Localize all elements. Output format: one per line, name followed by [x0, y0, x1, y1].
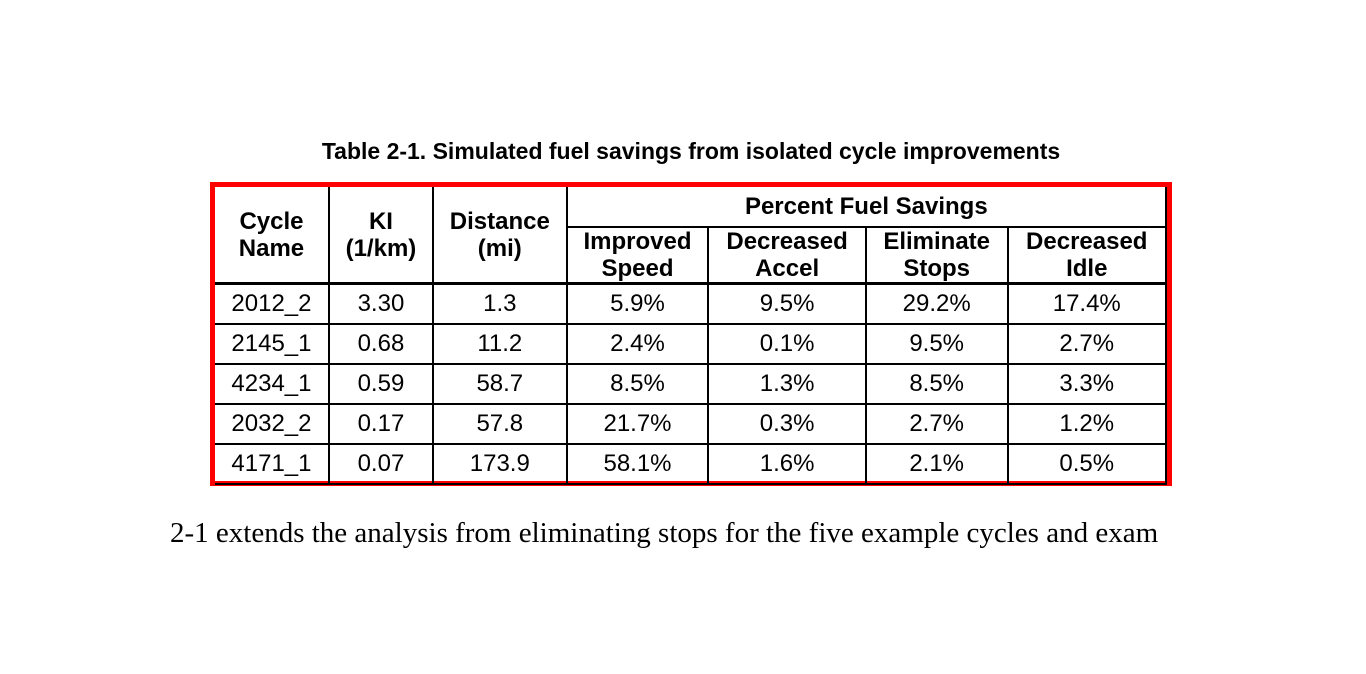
- table-frame: Cycle Name KI (1/km) Distance (mi) Perce…: [210, 182, 1172, 486]
- col-header-eliminate-stops: Eliminate Stops: [864, 226, 1009, 285]
- table-row: 2145_1 0.68 11.2 2.4% 0.1% 9.5% 2.7%: [215, 322, 1168, 365]
- table-cell: 9.5%: [707, 282, 867, 325]
- table-cell: 2032_2: [215, 402, 330, 445]
- table-cell: 9.5%: [864, 322, 1009, 365]
- table-caption: Table 2-1. Simulated fuel savings from i…: [321, 138, 1061, 164]
- table-cell: 1.3%: [707, 362, 867, 405]
- table-header: Cycle Name KI (1/km) Distance (mi) Perce…: [215, 187, 1168, 285]
- body-text: 2-1 extends the analysis from eliminatin…: [170, 517, 1159, 549]
- table-cell: 173.9: [431, 442, 568, 485]
- col-header-ki: KI (1/km): [327, 187, 434, 285]
- col-header-decreased-idle: Decreased Idle: [1006, 226, 1168, 285]
- table-cell: 5.9%: [565, 282, 710, 325]
- table-cell: 4171_1: [215, 442, 330, 485]
- table-body: 2012_2 3.30 1.3 5.9% 9.5% 29.2% 17.4% 2145_1 0.6…: [215, 282, 1168, 485]
- table-cell: 2.1%: [864, 442, 1009, 485]
- table-cell: 29.2%: [864, 282, 1009, 325]
- table-cell: 1.3: [431, 282, 568, 325]
- col-header-decreased-accel: Decreased Accel: [707, 226, 867, 285]
- table-cell: 2.4%: [565, 322, 710, 365]
- table-cell: 58.1%: [565, 442, 710, 485]
- table-cell: 2012_2: [215, 282, 330, 325]
- table-cell: 3.30: [327, 282, 434, 325]
- table-cell: 0.5%: [1006, 442, 1168, 485]
- col-header-improved-speed: Improved Speed: [566, 226, 710, 285]
- table-cell: 0.3%: [707, 402, 867, 445]
- table-cell: 0.68: [327, 322, 434, 365]
- table-cell: 3.3%: [1006, 362, 1168, 405]
- table-row: 2032_2 0.17 57.8 21.7% 0.3% 2.7% 1.2%: [215, 402, 1168, 445]
- fuel-savings-table: Cycle Name KI (1/km) Distance (mi) Perce…: [215, 187, 1168, 485]
- col-header-cycle-name: Cycle Name: [215, 187, 330, 285]
- table-cell: 17.4%: [1006, 282, 1168, 325]
- table-cell: 0.1%: [707, 322, 867, 365]
- table-cell: 2145_1: [215, 322, 330, 365]
- table-cell: 21.7%: [565, 402, 710, 445]
- table-cell: 58.7: [431, 362, 568, 405]
- table-row: 4171_1 0.07 173.9 58.1% 1.6% 2.1% 0.5%: [215, 442, 1168, 485]
- table-cell: 1.6%: [707, 442, 867, 485]
- table-cell: 0.59: [327, 362, 434, 405]
- table-cell: 8.5%: [864, 362, 1009, 405]
- table-cell: 2.7%: [1006, 322, 1168, 365]
- table-cell: 4234_1: [215, 362, 330, 405]
- table-cell: 2.7%: [864, 402, 1009, 445]
- table-cell: 57.8: [431, 402, 568, 445]
- table-cell: 0.17: [327, 402, 434, 445]
- col-header-distance: Distance (mi): [431, 187, 568, 285]
- table-cell: 11.2: [431, 322, 568, 365]
- table-row: 2012_2 3.30 1.3 5.9% 9.5% 29.2% 17.4%: [215, 282, 1168, 325]
- table-cell: 1.2%: [1006, 402, 1168, 445]
- table-cell: 8.5%: [565, 362, 710, 405]
- table-row: 4234_1 0.59 58.7 8.5% 1.3% 8.5% 3.3%: [215, 362, 1168, 405]
- group-header-percent-fuel-savings: Percent Fuel Savings: [565, 187, 1168, 228]
- table-cell: 0.07: [327, 442, 434, 485]
